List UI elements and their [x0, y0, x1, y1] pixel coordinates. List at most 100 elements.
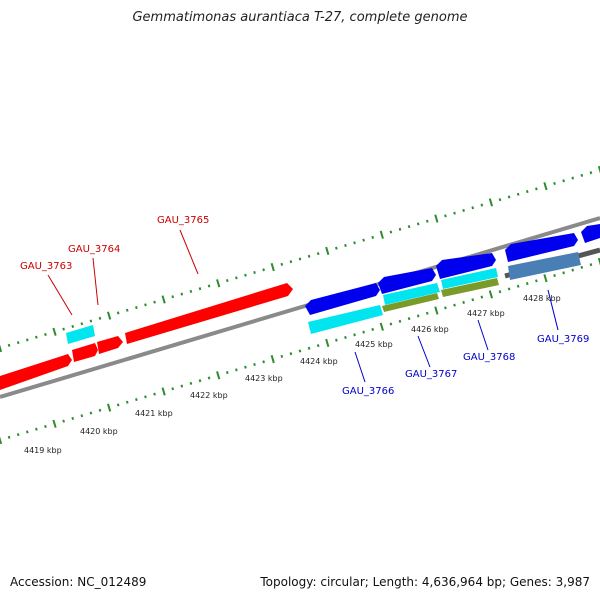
minor-tick [198, 287, 202, 291]
minor-tick [525, 282, 529, 286]
minor-tick [525, 190, 529, 194]
minor-tick [589, 171, 593, 175]
minor-tick [316, 344, 320, 348]
label-leader [47, 274, 73, 316]
minor-tick [244, 365, 247, 369]
scale-label: 4421 kbp [135, 409, 173, 418]
minor-tick [44, 332, 47, 337]
major-tick [325, 338, 330, 348]
minor-tick [389, 230, 393, 234]
minor-tick [153, 300, 156, 304]
minor-tick [135, 398, 138, 402]
minor-tick [407, 317, 411, 321]
minor-tick [44, 424, 47, 429]
minor-tick [416, 314, 420, 318]
label-leader [417, 335, 431, 368]
major-tick [0, 436, 3, 445]
minor-tick [80, 414, 84, 418]
gene-arrow-partial[interactable] [581, 224, 600, 243]
minor-tick [171, 295, 175, 299]
minor-tick [444, 306, 447, 310]
major-tick [488, 290, 494, 299]
major-tick [543, 274, 548, 283]
minor-tick [62, 327, 65, 331]
minor-tick [425, 219, 429, 223]
minor-tick [535, 279, 538, 283]
minor-tick [298, 257, 302, 261]
gene-label-gau-3766[interactable]: GAU_3766 [342, 386, 394, 397]
minor-tick [507, 287, 511, 291]
minor-tick [35, 335, 38, 339]
scale-label: 4423 kbp [245, 374, 283, 383]
minor-tick [480, 203, 484, 207]
gene-label-gau-3769[interactable]: GAU_3769 [537, 334, 589, 345]
minor-tick [335, 246, 338, 250]
minor-tick [207, 284, 211, 288]
gene-arrow-gau-3765[interactable] [125, 283, 293, 344]
major-tick [161, 387, 166, 396]
minor-tick [262, 268, 265, 272]
minor-tick [589, 263, 593, 267]
scale-label: 4425 kbp [355, 340, 393, 349]
minor-tick [25, 338, 29, 342]
rna-feature[interactable] [441, 268, 498, 289]
rna-feature[interactable] [383, 283, 440, 305]
minor-tick [516, 192, 520, 196]
minor-tick [35, 427, 38, 431]
minor-tick [280, 262, 284, 266]
outer-tick-track [0, 165, 600, 353]
minor-tick [516, 284, 520, 288]
major-tick [52, 327, 57, 336]
gene-label-gau-3767[interactable]: GAU_3767 [405, 369, 457, 380]
minor-tick [498, 198, 502, 202]
minor-tick [307, 346, 311, 350]
steel-feature[interactable] [508, 252, 581, 280]
gene-label-gau-3768[interactable]: GAU_3768 [463, 352, 515, 363]
gene-arrow-gau-3769[interactable] [505, 233, 578, 262]
rna-feature[interactable] [308, 305, 383, 334]
minor-tick [398, 319, 402, 323]
minor-tick [553, 181, 556, 186]
minor-tick [89, 319, 93, 323]
inner-tick-track [0, 257, 600, 445]
label-leader [477, 319, 489, 351]
minor-tick [462, 208, 465, 212]
minor-tick [580, 173, 584, 177]
minor-tick [444, 214, 447, 218]
gene-arrow-forward[interactable] [72, 343, 98, 362]
rna-feature-small[interactable] [66, 325, 95, 344]
minor-tick [253, 270, 256, 275]
gene-label-gau-3764[interactable]: GAU_3764 [68, 244, 120, 255]
minor-tick [453, 211, 456, 215]
gene-arrow-forward[interactable] [97, 336, 123, 354]
minor-tick [371, 235, 375, 239]
olive-feature[interactable] [441, 278, 499, 297]
major-tick [270, 262, 275, 272]
scale-label: 4419 kbp [24, 446, 62, 455]
major-tick [106, 403, 112, 412]
gene-arrow-gau-3768[interactable] [436, 253, 496, 279]
minor-tick [125, 400, 129, 404]
label-leader [547, 289, 559, 331]
gene-arrow-gau-3767[interactable] [378, 268, 436, 294]
scale-labels: 4419 kbp 4420 kbp 4421 kbp 4422 kbp 4423… [24, 294, 561, 455]
minor-tick [425, 311, 429, 315]
minor-tick [225, 371, 229, 375]
olive-feature[interactable] [382, 293, 439, 312]
minor-tick [362, 330, 365, 334]
accession-text: Accession: NC_012489 [10, 575, 147, 589]
minor-tick [416, 222, 420, 226]
gene-label-gau-3763[interactable]: GAU_3763 [20, 261, 72, 272]
scale-label: 4427 kbp [467, 309, 505, 318]
minor-tick [398, 227, 402, 231]
major-tick [216, 279, 221, 288]
minor-tick [580, 265, 584, 269]
gene-label-gau-3765[interactable]: GAU_3765 [157, 215, 209, 226]
minor-tick [98, 408, 102, 412]
major-tick [52, 419, 57, 428]
gene-arrow-forward[interactable] [0, 354, 72, 390]
minor-tick [280, 354, 284, 358]
minor-tick [553, 273, 556, 278]
gene-arrow-gau-3766[interactable] [305, 283, 380, 315]
